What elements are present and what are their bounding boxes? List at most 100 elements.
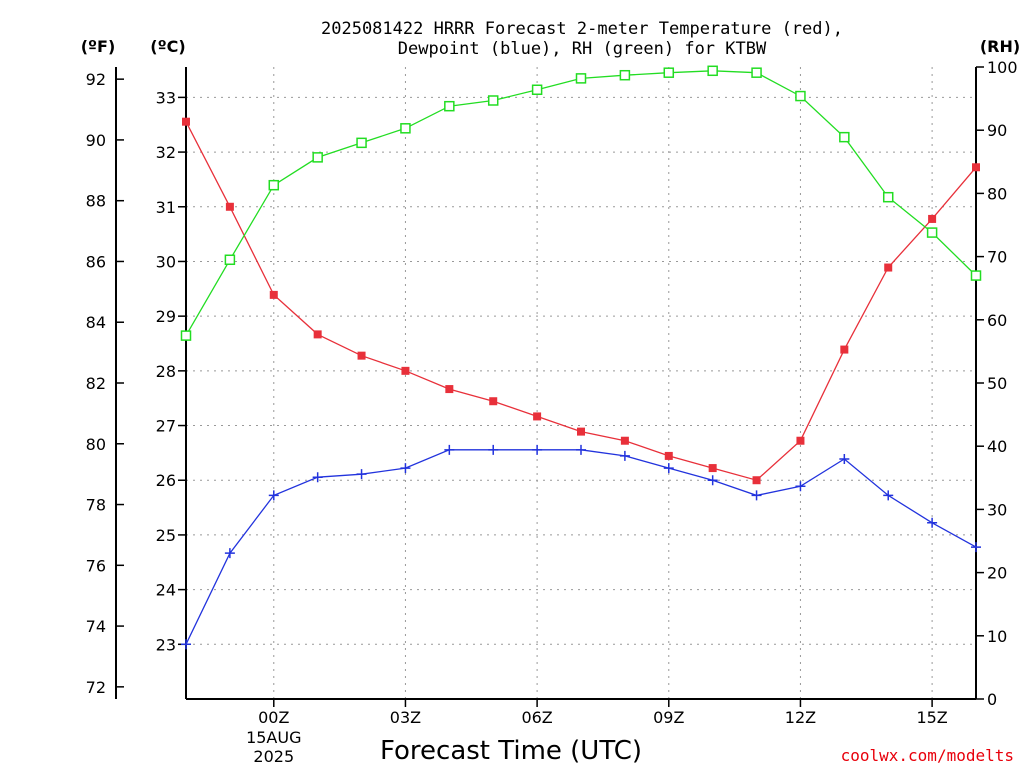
credit-text: coolwx.com/modelts [841,746,1014,765]
dewpoint-point [839,453,850,464]
time-tick-label: 03Z [390,708,421,727]
time-tick-label: 00Z [258,708,289,727]
rh-point [663,67,675,78]
rh-point [400,123,411,134]
fahrenheit-tick-label: 80 [86,435,106,454]
celsius-tick-label: 32 [156,143,176,162]
celsius-tick-label: 26 [156,471,176,490]
temperature-point [620,436,629,445]
celsius-tick-label: 23 [156,635,176,654]
fahrenheit-tick-label: 84 [86,313,106,332]
celsius-axis: 23 24 25 26 27 28 29 30 31 32 33 [156,88,186,654]
temperature-point [664,451,673,460]
dewpoint-point [400,463,411,474]
rh-point [926,227,938,238]
rh-point [268,179,280,191]
rh-tick-label: 50 [987,374,1007,393]
fahrenheit-tick-label: 72 [86,678,106,697]
dewpoint-point [488,444,499,455]
temperature-point [269,290,278,299]
celsius-tick-label: 24 [156,581,176,600]
temperature-point [489,397,498,406]
series-dewpoint [181,444,981,650]
rh-point [356,137,367,149]
fahrenheit-tick-label: 74 [86,617,106,636]
fahrenheit-axis-unit: (ºF) [81,37,116,56]
dewpoint-point [927,517,938,528]
fahrenheit-tick-label: 86 [86,252,106,271]
rh-point [795,90,806,102]
fahrenheit-axis: 72 74 76 78 80 82 84 86 88 90 92 [86,70,124,697]
rh-axis: 0 10 20 30 40 50 60 70 80 90 100 [976,58,1018,709]
dewpoint-point [663,463,674,474]
series-temperature [182,117,980,485]
celsius-tick-label: 29 [156,307,176,326]
temperature-point [401,366,410,375]
rh-tick-label: 40 [987,437,1007,456]
chart-title-line-1: 2025081422 HRRR Forecast 2-meter Tempera… [321,19,843,39]
rh-point [882,191,894,203]
temperature-point [972,163,980,172]
dewpoint-line [185,449,977,645]
x-axis-label: Forecast Time (UTC) [380,736,642,766]
dewpoint-point [356,469,367,480]
temperature-point [577,427,585,436]
temperature-line [185,121,977,481]
fahrenheit-tick-label: 90 [86,131,106,150]
rh-tick-label: 20 [987,564,1007,583]
dewpoint-point [751,490,762,501]
temperature-point [445,385,454,394]
temperature-point [752,476,761,485]
rh-point [970,270,982,281]
fahrenheit-tick-label: 76 [86,556,106,575]
dewpoint-point [576,444,586,455]
fahrenheit-tick-label: 78 [86,496,106,515]
rh-point [619,69,631,81]
temperature-point [708,464,717,473]
time-tick-label: 09Z [653,708,684,727]
time-tick-label: 12Z [785,708,816,727]
dewpoint-point [181,639,191,650]
rh-point [487,95,499,106]
temperature-point [357,351,366,360]
series-rh [180,65,982,341]
rh-point [224,254,236,266]
celsius-tick-label: 28 [156,362,176,381]
rh-point [180,330,192,341]
celsius-tick-label: 31 [156,198,176,217]
rh-tick-label: 30 [987,500,1007,519]
temperature-point [225,202,234,211]
celsius-tick-label: 30 [156,252,176,271]
rh-axis-unit: (RH) [980,37,1020,56]
grid-lines [186,67,976,699]
fahrenheit-tick-label: 82 [86,374,106,393]
dewpoint-point [224,548,235,559]
data-series [180,65,982,650]
chart-title: 2025081422 HRRR Forecast 2-meter Tempera… [321,19,843,59]
dewpoint-point [883,490,894,501]
time-tick-label: 15Z [916,708,947,727]
rh-tick-label: 100 [987,58,1018,77]
dewpoint-point [444,444,455,455]
dewpoint-point [971,542,981,553]
celsius-tick-label: 25 [156,526,176,545]
rh-tick-label: 60 [987,311,1007,330]
celsius-tick-label: 27 [156,417,176,436]
rh-point [312,152,323,163]
rh-point [575,73,587,84]
dewpoint-point [312,472,323,483]
rh-point [839,131,850,143]
rh-tick-label: 0 [987,690,997,709]
temperature-point [182,117,190,126]
dewpoint-point [619,450,630,461]
temperature-point [313,330,322,339]
rh-tick-label: 80 [987,184,1007,203]
axes [115,67,977,700]
celsius-axis-unit: (ºC) [150,37,185,56]
rh-tick-label: 70 [987,248,1007,267]
dewpoint-point [707,475,718,486]
rh-tick-label: 90 [987,121,1007,140]
chart-title-line-2: Dewpoint (blue), RH (green) for KTBW [398,39,767,59]
